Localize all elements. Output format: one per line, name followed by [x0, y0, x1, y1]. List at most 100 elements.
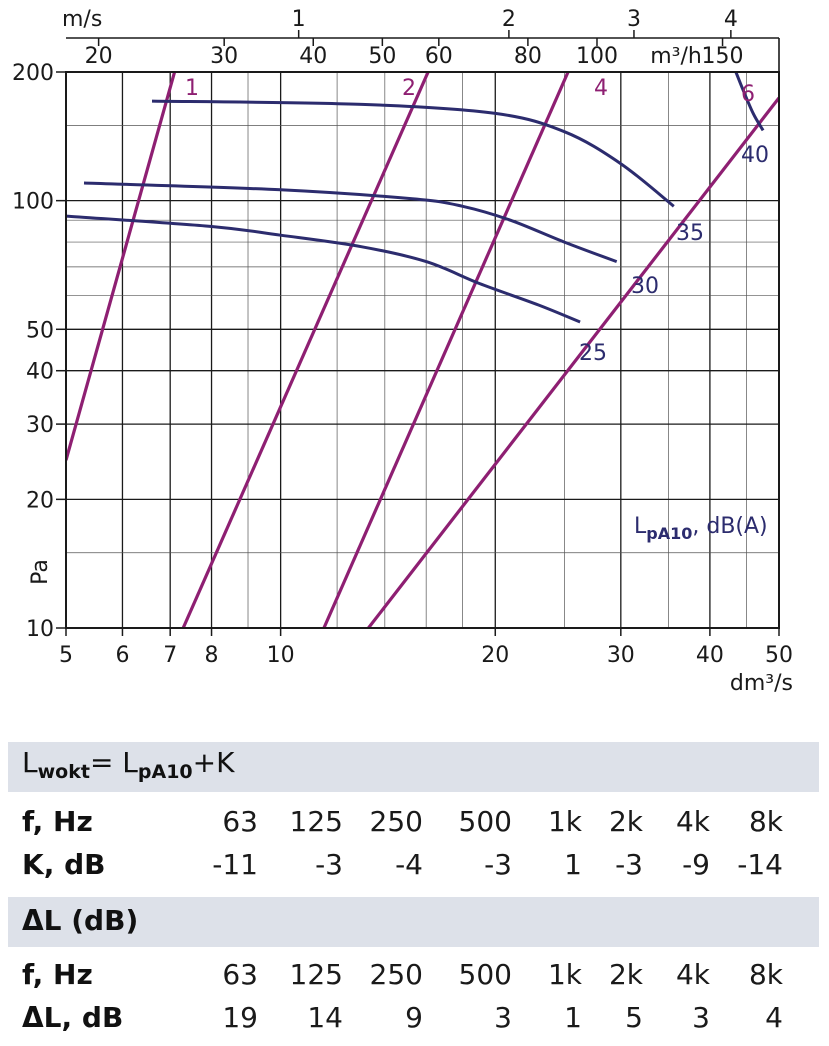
- sound-curve-25: [66, 214, 581, 324]
- table2-delta-cell: 1: [564, 1001, 582, 1034]
- table1-k-cell: -9: [682, 848, 710, 881]
- table1-row-k: K, dB -11 -3 -4 -3 1 -3 -9 -14: [0, 848, 829, 888]
- x-tick-label: 40: [696, 643, 724, 668]
- table1-k-cell: -3: [615, 848, 643, 881]
- y-tick-label: 10: [26, 617, 54, 642]
- velocity-label-6: 6: [741, 82, 755, 107]
- sound-level-annotation: LpA10, dB(A): [634, 514, 768, 543]
- table1-title: Lwokt= LpA10+K: [22, 746, 234, 783]
- table2-frequency-cell: 500: [458, 958, 512, 991]
- table1-title-mid: = L: [89, 746, 138, 779]
- chart: 5 6 7 8 10 20 30 40 50 dm³/s 10 20 30 40 50 100 200 Pa m/s…: [12, 7, 793, 696]
- table1-frequency-cell: 63: [222, 805, 258, 838]
- velocity-line-2: [181, 72, 430, 628]
- table1-header-band: [8, 742, 819, 792]
- chart-labels: 5 6 7 8 10 20 30 40 50 dm³/s 10 20 30 40 50 100 200 Pa m/s…: [12, 7, 793, 696]
- x-tick-label: 5: [59, 643, 73, 668]
- table2-row-frequency: f, Hz 63 125 250 500 1k 2k 4k 8k: [0, 958, 829, 998]
- chart-curves: [66, 72, 779, 628]
- x-tick-label: 8: [205, 643, 219, 668]
- table1-frequency-cell: 500: [458, 805, 512, 838]
- table1-row1-label: f, Hz: [22, 805, 93, 838]
- table1-frequency-cell: 250: [369, 805, 423, 838]
- m3h-tick-label: 60: [425, 44, 453, 69]
- m3h-tick-label: 100: [576, 44, 618, 69]
- y-tick-label: 40: [26, 360, 54, 385]
- table1-k-cell: 1: [564, 848, 582, 881]
- ms-axis-label: m/s: [62, 7, 102, 32]
- table1-frequency-cell: 8k: [748, 805, 783, 838]
- velocity-line-6: [366, 96, 779, 628]
- table2-frequency-cell: 2k: [608, 958, 643, 991]
- chart-grid: [65, 71, 780, 629]
- table1-k-cell: -3: [484, 848, 512, 881]
- table2-row-delta: ΔL, dB 19 14 9 3 1 5 3 4: [0, 1001, 829, 1041]
- x-tick-label: 6: [115, 643, 129, 668]
- table2-frequency-cell: 8k: [748, 958, 783, 991]
- table2-row1-label: f, Hz: [22, 958, 93, 991]
- table1-k-cell: -11: [212, 848, 258, 881]
- velocity-line-4: [322, 72, 570, 628]
- x-tick-label: 10: [267, 643, 295, 668]
- table1-k-cell: -3: [315, 848, 343, 881]
- table2-delta-cell: 3: [494, 1001, 512, 1034]
- velocity-label-2: 2: [402, 76, 416, 101]
- ms-tick-label: 2: [502, 7, 516, 32]
- sound-curve-40: [734, 72, 765, 132]
- velocity-label-1: 1: [185, 76, 199, 101]
- ms-tick-label: 1: [292, 7, 306, 32]
- table2-frequency-cell: 63: [222, 958, 258, 991]
- table2-row2-label: ΔL, dB: [22, 1001, 124, 1034]
- m3h-tick-label: 80: [514, 44, 542, 69]
- sound-label-35: 35: [676, 221, 704, 246]
- table1-row2-label: K, dB: [22, 848, 106, 881]
- y-axis-label: Pa: [28, 559, 53, 585]
- m3h-tick-label: 20: [85, 44, 113, 69]
- table2-delta-cell: 19: [222, 1001, 258, 1034]
- table2-frequency-cell: 4k: [675, 958, 710, 991]
- sound-curve-30: [83, 181, 618, 264]
- y-tick-label: 200: [12, 61, 54, 86]
- table2-frequency-cell: 125: [289, 958, 343, 991]
- annotation-main: L: [634, 514, 647, 539]
- table2-frequency-cell: 250: [369, 958, 423, 991]
- annotation-rest: , dB(A): [692, 514, 767, 539]
- table1-k-cell: -14: [737, 848, 783, 881]
- sound-label-40: 40: [741, 143, 769, 168]
- m3h-tick-label: 30: [210, 44, 238, 69]
- plot-frame: [65, 71, 780, 629]
- table2-title: ΔL (dB): [22, 904, 139, 937]
- velocity-line-1: [66, 72, 177, 461]
- sound-curve-35: [151, 99, 675, 208]
- sound-label-25: 25: [579, 341, 607, 366]
- x-tick-label: 50: [765, 643, 793, 668]
- table1-frequency-cell: 125: [289, 805, 343, 838]
- table1-title-sub2: pA10: [137, 761, 193, 783]
- m3h-tick-label: 50: [368, 44, 396, 69]
- y-tick-label: 30: [26, 413, 54, 438]
- annotation-sub: pA10: [646, 524, 692, 543]
- table1-frequency-cell: 2k: [608, 805, 643, 838]
- table1-title-sub1: wokt: [37, 761, 90, 783]
- x-axis-label: dm³/s: [730, 671, 793, 696]
- table2-delta-cell: 4: [765, 1001, 783, 1034]
- table1-row-frequency: f, Hz 63 125 250 500 1k 2k 4k 8k: [0, 805, 829, 845]
- ms-tick-label: 4: [724, 7, 738, 32]
- table2-delta-cell: 14: [307, 1001, 343, 1034]
- table2-delta-cell: 5: [625, 1001, 643, 1034]
- y-tick-label: 20: [26, 488, 54, 513]
- table2-frequency-cell: 1k: [547, 958, 582, 991]
- m3h-tick-label: 40: [299, 44, 327, 69]
- chart-axes: [56, 30, 780, 636]
- table1-frequency-cell: 1k: [547, 805, 582, 838]
- table1-frequency-cell: 4k: [675, 805, 710, 838]
- table1-k-cell: -4: [395, 848, 423, 881]
- table2-header-band: [8, 897, 819, 947]
- y-tick-label: 100: [12, 190, 54, 215]
- sound-label-30: 30: [631, 274, 659, 299]
- velocity-label-4: 4: [594, 76, 608, 101]
- table1-title-end: +K: [192, 746, 235, 779]
- table2-delta-cell: 3: [692, 1001, 710, 1034]
- table2-delta-cell: 9: [405, 1001, 423, 1034]
- ms-tick-label: 3: [627, 7, 641, 32]
